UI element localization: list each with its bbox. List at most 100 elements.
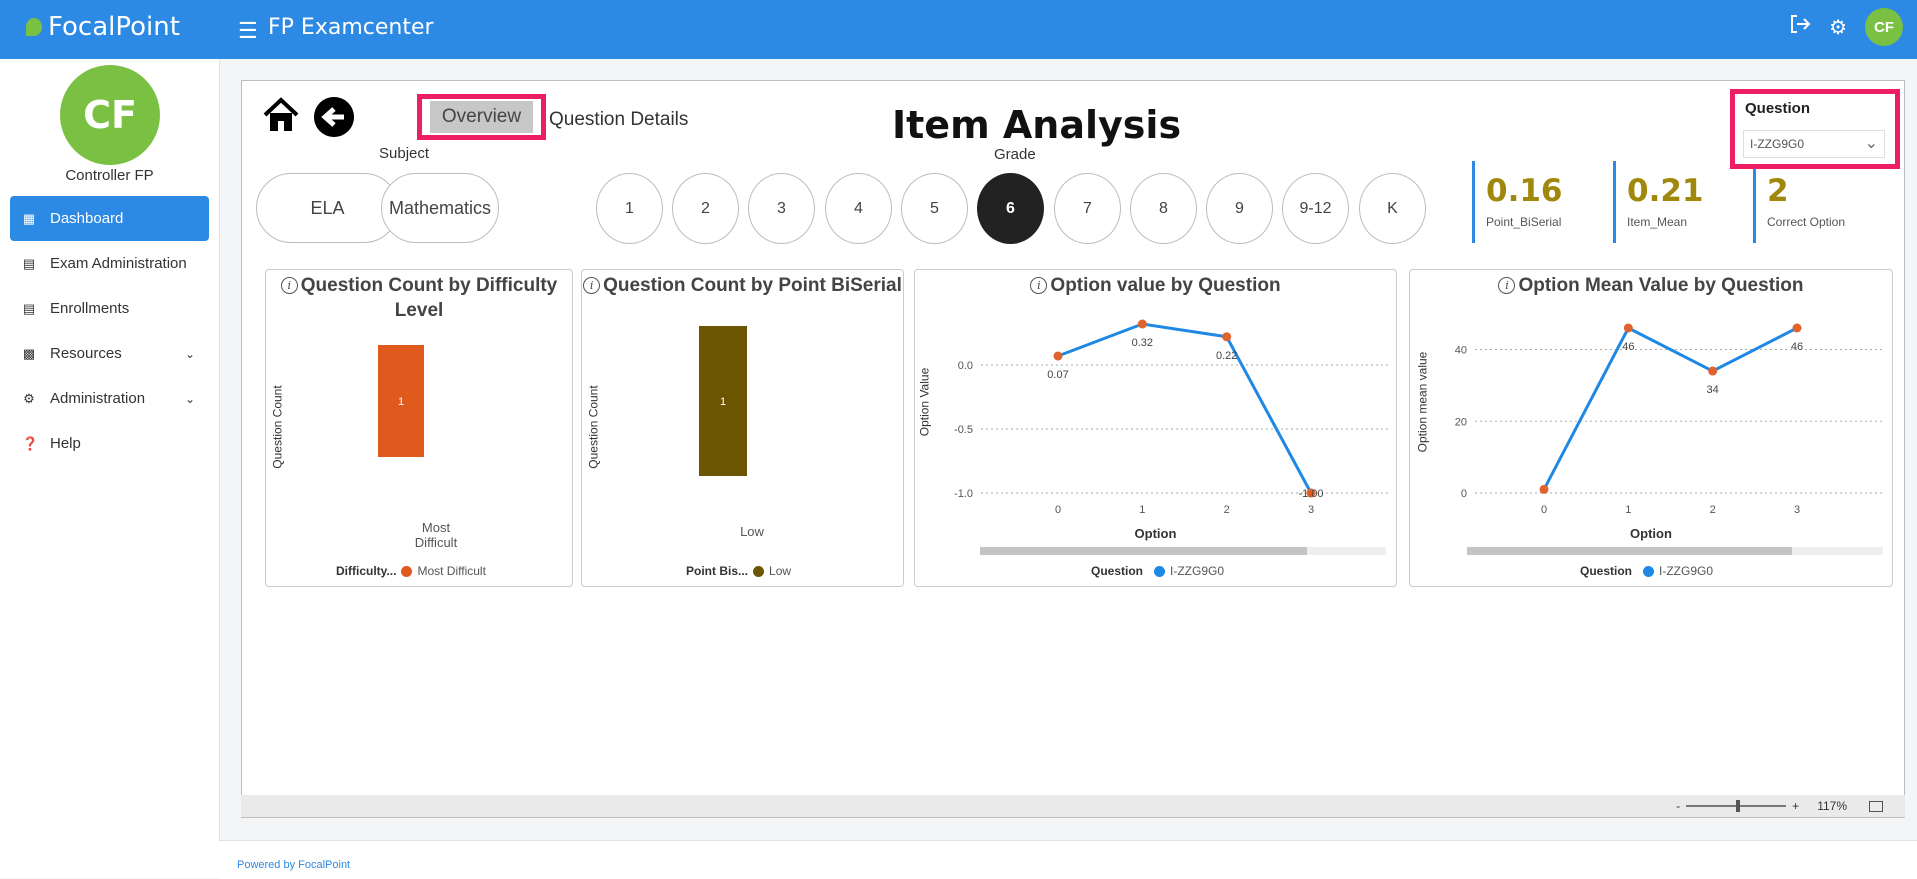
legend-dot: [401, 565, 413, 577]
app-logo[interactable]: FocalPoint: [26, 12, 180, 42]
data-label: -1.00: [1298, 488, 1323, 500]
grade-button-2[interactable]: 2: [672, 173, 739, 244]
resources-icon: ▩: [22, 345, 36, 361]
data-label: 34: [1707, 384, 1719, 396]
data-point[interactable]: [1306, 488, 1316, 498]
grade-button-9[interactable]: 9: [1206, 173, 1273, 244]
info-icon[interactable]: i: [1030, 277, 1048, 294]
chart-plot: 1: [378, 345, 424, 457]
zoom-in-button[interactable]: +: [1792, 799, 1800, 813]
chart-title: i Question Count by Point BiSerial: [582, 273, 903, 298]
data-point[interactable]: [1792, 323, 1802, 333]
sidebar: CF Controller FP ▦ Dashboard ▤ Exam Admi…: [0, 59, 220, 878]
sidebar-item-exam-administration[interactable]: ▤ Exam Administration: [10, 241, 209, 286]
chart-option-value[interactable]: i Option value by Question Option Value 0…: [914, 269, 1397, 587]
info-icon[interactable]: i: [280, 277, 298, 294]
home-icon[interactable]: [262, 97, 300, 133]
data-label: 1: [720, 396, 726, 408]
gear-icon[interactable]: ⚙: [1829, 16, 1847, 39]
grade-button-1[interactable]: 1: [596, 173, 663, 244]
fit-to-page-icon[interactable]: [1869, 800, 1883, 812]
grade-button-k[interactable]: K: [1359, 173, 1426, 244]
chevron-down-icon: ⌄: [184, 391, 195, 406]
info-icon[interactable]: i: [583, 277, 601, 294]
data-label: 46: [1791, 341, 1803, 353]
zoom-control: - + 117%: [1676, 799, 1883, 813]
category-label: Most Difficult: [414, 520, 458, 550]
grade-button-9-12[interactable]: 9-12: [1282, 173, 1349, 244]
powered-by-link[interactable]: Powered by FocalPoint: [237, 859, 351, 871]
chart-title-text: Question Count by Difficulty Level: [300, 275, 558, 321]
kpi-value: 0.21: [1627, 173, 1704, 209]
scrollbar-thumb[interactable]: [1467, 547, 1792, 555]
kpi-label: Point_BiSerial: [1486, 215, 1562, 229]
legend-item[interactable]: I-ZZG9G0: [1659, 564, 1714, 578]
back-arrow-icon[interactable]: [314, 97, 354, 137]
horizontal-scrollbar[interactable]: [1467, 547, 1883, 555]
tab-overview[interactable]: Overview: [417, 94, 546, 140]
chart-title-text: Question Count by Point BiSerial: [603, 275, 902, 296]
x-axis-label: Option: [1134, 526, 1177, 541]
chart-option-mean-value[interactable]: i Option Mean Value by Question Option me…: [1409, 269, 1893, 587]
legend-title: Question: [1091, 564, 1144, 578]
grade-label: Grade: [994, 146, 1036, 163]
data-label: 0.07: [1047, 369, 1068, 381]
info-icon[interactable]: i: [1498, 277, 1516, 294]
chart-legend: Difficulty... Most Difficult: [336, 564, 486, 578]
legend-item[interactable]: I-ZZG9G0: [1170, 564, 1225, 578]
user-avatar[interactable]: CF: [1865, 8, 1903, 46]
subject-label: Subject: [379, 145, 430, 162]
scrollbar-thumb[interactable]: [980, 547, 1307, 555]
bar[interactable]: [699, 326, 747, 476]
sidebar-item-dashboard[interactable]: ▦ Dashboard: [10, 196, 209, 241]
data-point[interactable]: [1708, 366, 1718, 376]
grade-button-4[interactable]: 4: [825, 173, 892, 244]
tab-question-details[interactable]: Question Details: [549, 109, 689, 130]
chart-point-biserial[interactable]: i Question Count by Point BiSerial Questi…: [581, 269, 904, 587]
logout-icon[interactable]: [1789, 14, 1811, 40]
grade-button-3[interactable]: 3: [748, 173, 815, 244]
horizontal-scrollbar[interactable]: [980, 547, 1386, 555]
legend-dot: [1643, 565, 1655, 577]
question-dropdown[interactable]: I-ZZG9G0 ⌄: [1743, 130, 1885, 158]
data-point[interactable]: [1053, 351, 1063, 361]
grade-button-5[interactable]: 5: [901, 173, 968, 244]
zoom-out-button[interactable]: -: [1676, 799, 1681, 813]
data-point[interactable]: [1222, 332, 1232, 342]
subject-mathematics-button[interactable]: Mathematics: [381, 173, 499, 243]
chart-title-text: Option value by Question: [1050, 275, 1281, 296]
grade-button-8[interactable]: 8: [1130, 173, 1197, 244]
subject-ela-button[interactable]: ELA: [256, 173, 399, 243]
grade-button-7[interactable]: 7: [1054, 173, 1121, 244]
data-point[interactable]: [1623, 323, 1633, 333]
chart-plot: 40 20 0 0 1 2 3 46 34 46: [1455, 323, 1883, 516]
sidebar-item-help[interactable]: ❓ Help: [10, 421, 209, 466]
app-title: FP Examcenter: [268, 15, 434, 40]
chart-plot: 1: [699, 326, 747, 476]
sidebar-item-administration[interactable]: ⚙ Administration ⌄: [10, 376, 209, 421]
sidebar-item-resources[interactable]: ▩ Resources ⌄: [10, 331, 209, 376]
sidebar-item-enrollments[interactable]: ▤ Enrollments: [10, 286, 209, 331]
x-tick-label: 1: [1625, 504, 1631, 516]
admin-icon: ⚙: [23, 390, 35, 406]
data-point[interactable]: [1539, 484, 1549, 494]
bar[interactable]: [378, 345, 424, 457]
data-label: 0.32: [1132, 337, 1153, 349]
focalpoint-logo-icon: [26, 18, 42, 36]
zoom-slider[interactable]: [1686, 800, 1787, 812]
menu-icon[interactable]: ☰: [238, 18, 258, 43]
legend-item[interactable]: Low: [769, 564, 792, 578]
chevron-down-icon: ⌄: [184, 346, 195, 361]
chart-title: i Option value by Question: [915, 273, 1396, 298]
profile-avatar: CF: [60, 65, 160, 165]
zoom-slider-knob[interactable]: [1736, 800, 1741, 812]
data-point[interactable]: [1137, 319, 1147, 329]
chart-difficulty-level[interactable]: i Question Count by Difficulty Level Ques…: [265, 269, 573, 587]
legend-item[interactable]: Most Difficult: [417, 564, 486, 578]
report-title: Item Analysis: [892, 103, 1182, 147]
grade-button-6[interactable]: 6: [977, 173, 1044, 244]
chevron-down-icon: ⌄: [1864, 135, 1878, 152]
chart-plot: 0.0-0.5-1.00 1 2 30.070.320.22-1.00: [954, 319, 1388, 516]
x-tick-label: 0: [1541, 504, 1547, 516]
data-label: 0.22: [1216, 350, 1237, 362]
